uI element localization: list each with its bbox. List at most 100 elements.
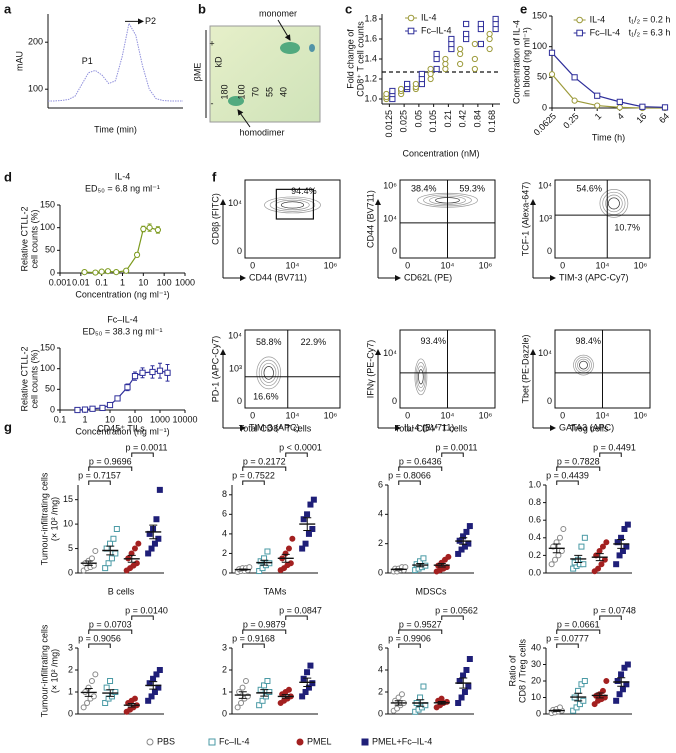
point: [418, 80, 425, 88]
point: [442, 55, 449, 63]
chart-title: Fc–IL-4: [107, 314, 138, 324]
significance-bracket: [441, 452, 464, 457]
point: [471, 55, 478, 63]
gel-label: -: [211, 98, 214, 108]
point: [616, 98, 623, 105]
point: [613, 697, 620, 704]
point: [242, 678, 249, 684]
point: [307, 501, 314, 508]
y-tick-label: 1.8: [364, 13, 377, 23]
point: [548, 71, 556, 78]
y-tick-label: 50: [45, 245, 55, 255]
significance-bracket: [242, 629, 287, 634]
y-tick-label: 0: [50, 267, 55, 277]
y-axis-label: Tumour-infiltrating cells: [39, 624, 49, 717]
p-value: p = 0.0562: [435, 605, 478, 615]
legend-note: t₁/₂ = 6.3 h: [629, 27, 671, 37]
y-axis-label: Fold change of: [345, 29, 355, 89]
point: [466, 523, 473, 530]
point: [460, 672, 467, 679]
y-tick-label: 0.6: [528, 515, 541, 525]
x-tick-label: 0.0125: [384, 110, 394, 138]
y-axis-label: Tumour-infiltrating cells: [39, 472, 49, 565]
point: [80, 704, 87, 711]
p-value: p = 0.9696: [89, 456, 132, 466]
significance-bracket: [398, 466, 443, 471]
contour: [269, 198, 316, 212]
p-value: p = 0.0140: [125, 605, 168, 615]
y-tick-label: 1.0: [364, 93, 377, 103]
point: [305, 530, 312, 537]
point: [463, 667, 470, 673]
error-bar: [617, 539, 626, 549]
point: [266, 689, 273, 695]
significance-bracket: [599, 615, 622, 620]
point: [555, 552, 562, 559]
significance-bracket: [88, 466, 133, 471]
point: [145, 550, 152, 557]
x-tick-label: 100: [157, 277, 172, 287]
legend-label: PBS: [157, 736, 175, 746]
point: [123, 267, 130, 274]
band-label: homodimer: [239, 127, 284, 137]
point: [102, 700, 109, 706]
contour: [416, 365, 425, 388]
y-tick-label: 0.2: [528, 550, 541, 560]
point: [418, 70, 425, 78]
error-bar: [394, 700, 403, 706]
error-bar: [416, 562, 425, 568]
point: [154, 226, 161, 234]
x-axis-label: Concentration (nM): [402, 148, 479, 158]
ladder-label: 100: [236, 84, 246, 99]
point: [139, 369, 146, 376]
point: [445, 553, 452, 560]
p-value: p = 0.9906: [388, 633, 431, 643]
p-value: p = 0.0703: [89, 619, 132, 629]
significance-bracket: [242, 466, 287, 471]
significance-bracket: [556, 643, 579, 648]
point: [457, 45, 464, 53]
point: [99, 404, 106, 412]
point: [548, 49, 556, 56]
point: [124, 384, 131, 391]
y-tick-label: 8: [222, 489, 227, 499]
point: [140, 225, 147, 233]
y-tick-label: 10⁴: [383, 213, 397, 223]
point: [88, 678, 95, 684]
y-tick-label: 2: [222, 664, 227, 674]
x-tick-label: 0.001: [49, 277, 72, 287]
y-tick-label: 0: [68, 708, 73, 718]
y-axis-label: Relative CTLL-2: [19, 206, 29, 271]
point: [598, 561, 605, 568]
x-tick-label: 0.025: [399, 110, 409, 133]
y-tick-label: 1.4: [364, 53, 377, 63]
point: [575, 687, 582, 694]
point: [556, 704, 563, 711]
y-tick-label: 4: [378, 509, 383, 519]
series-line: [48, 22, 183, 102]
x-tick-label: 10⁶: [324, 260, 338, 270]
point: [461, 689, 468, 695]
y-tick-label: 0: [222, 708, 227, 718]
y-axis-label: cell counts (%): [29, 209, 39, 268]
gate-percent: 58.8%: [256, 337, 282, 347]
y-axis-label: IFNγ (PE-Cy7): [365, 340, 375, 399]
chart-title: TAMs: [264, 586, 287, 596]
point: [110, 535, 117, 542]
p-value: p = 0.7522: [232, 470, 275, 480]
significance-bracket: [88, 629, 133, 634]
point: [113, 526, 120, 532]
error-bar: [106, 545, 115, 556]
x-tick-label: 0.05: [413, 110, 423, 128]
legend-label: PMEL+Fc–IL-4: [372, 736, 432, 746]
point: [149, 368, 156, 376]
x-tick-label: 4: [615, 111, 626, 122]
panel-label: d: [4, 169, 12, 184]
point: [108, 555, 115, 562]
contour: [607, 197, 620, 210]
y-tick-label: 10: [531, 692, 541, 702]
legend-marker: [208, 738, 216, 746]
panel-label: g: [4, 419, 12, 434]
point: [156, 367, 164, 374]
error-bar: [459, 537, 468, 545]
